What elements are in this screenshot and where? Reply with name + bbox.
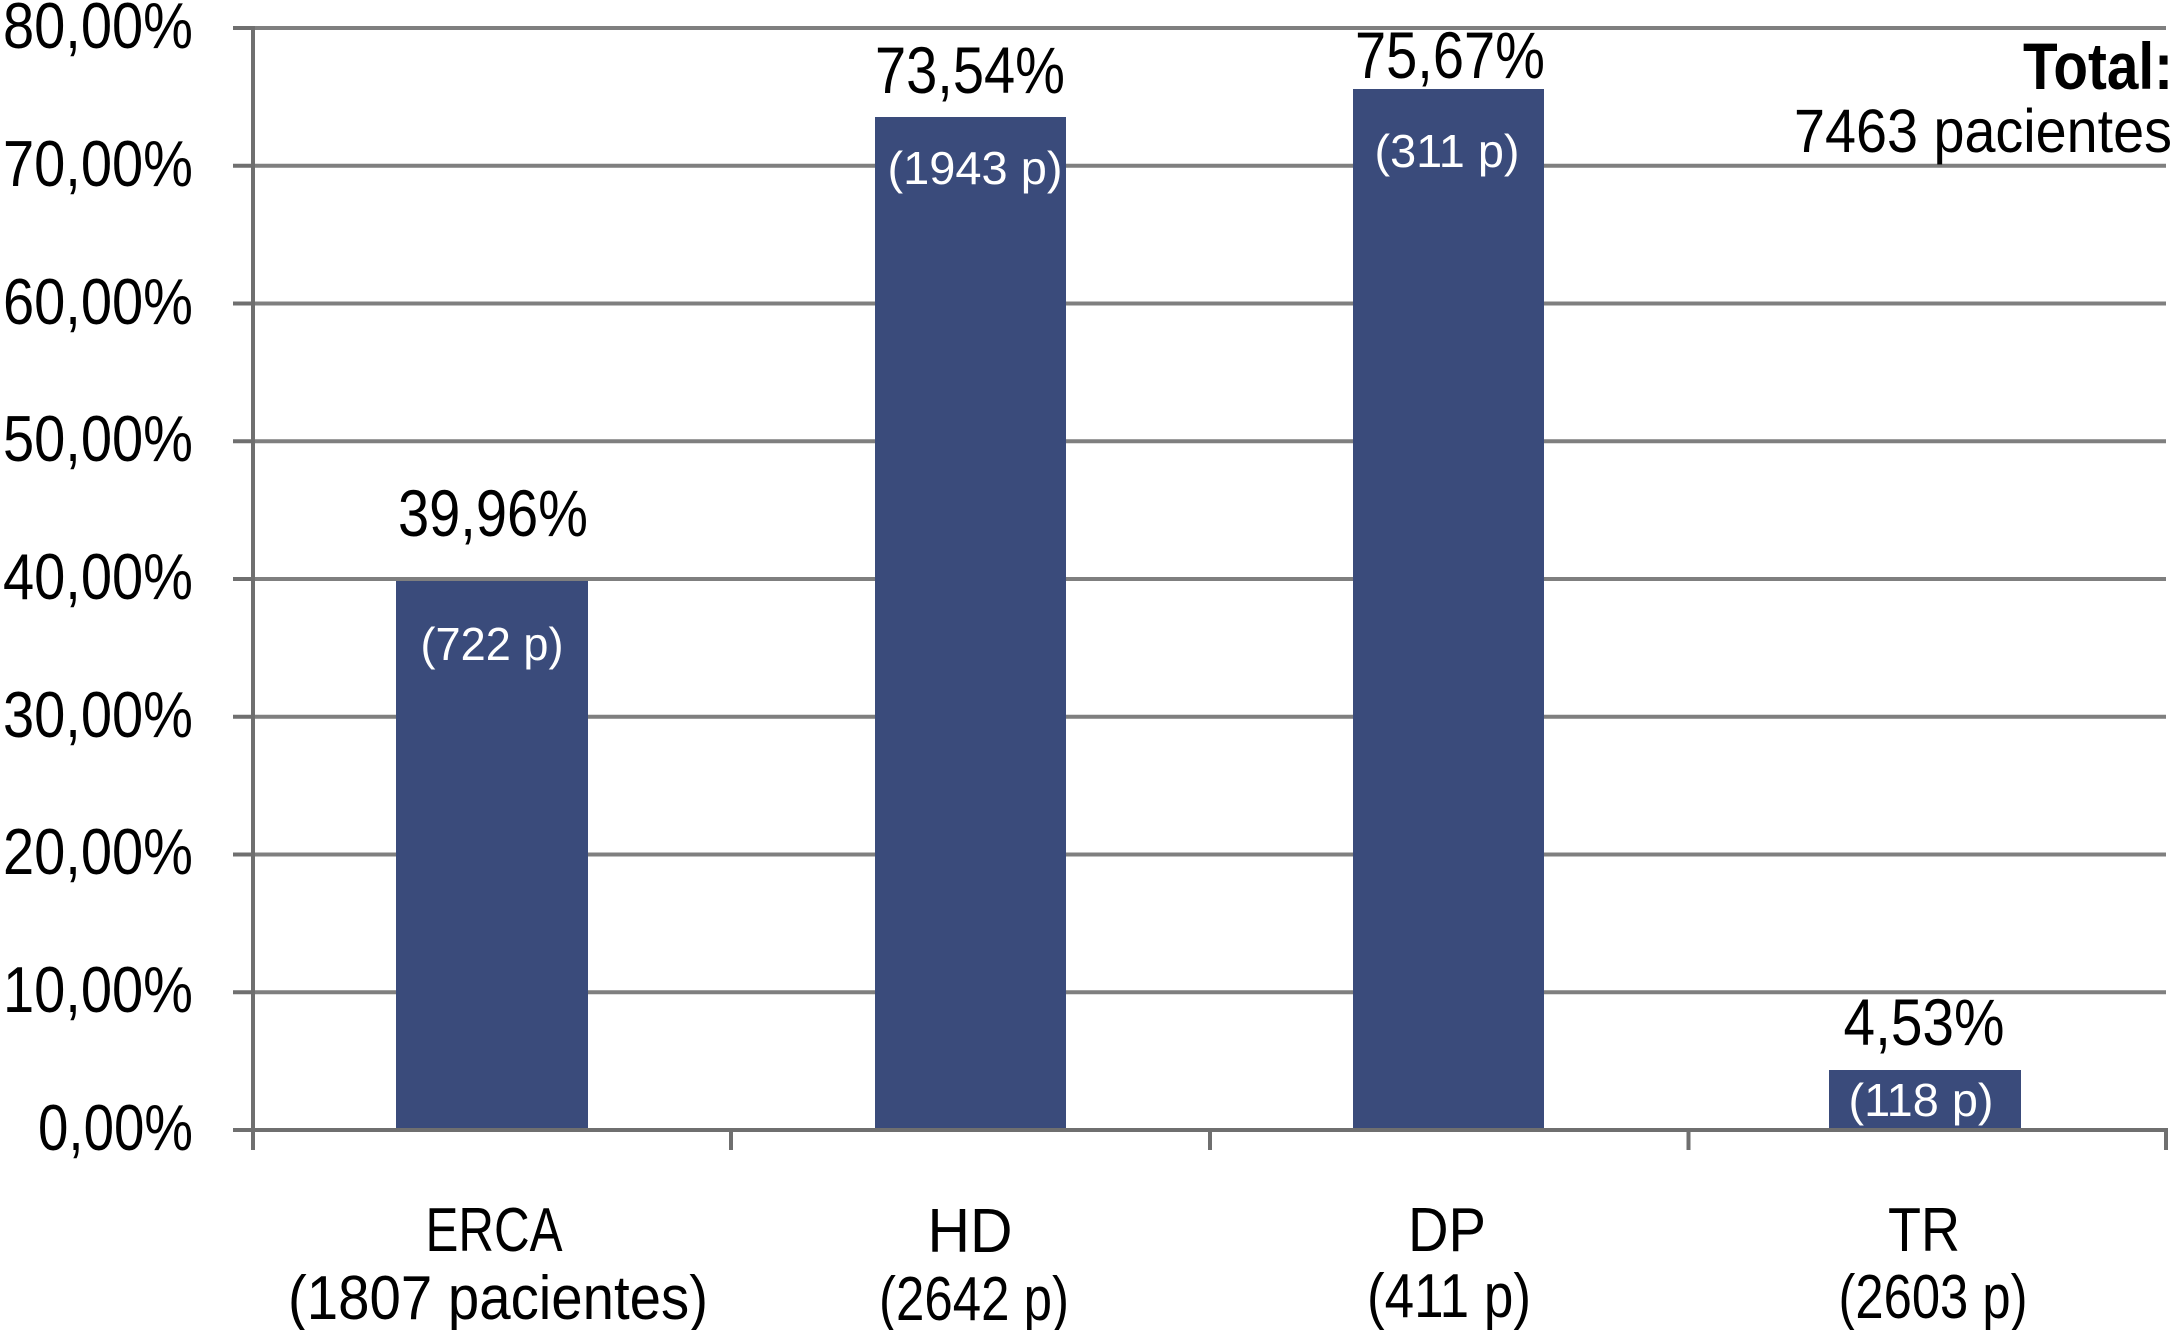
svg-text:75,67%: 75,67% — [1355, 18, 1545, 92]
svg-text:39,96%: 39,96% — [398, 476, 588, 550]
svg-text:73,54%: 73,54% — [875, 33, 1065, 107]
svg-text:0,00%: 0,00% — [38, 1091, 193, 1164]
svg-text:4,53%: 4,53% — [1844, 985, 2005, 1059]
svg-text:(411 p): (411 p) — [1367, 1262, 1531, 1330]
svg-text:TR: TR — [1888, 1196, 1960, 1265]
svg-text:40,00%: 40,00% — [3, 540, 193, 613]
svg-text:ERCA: ERCA — [426, 1196, 564, 1265]
svg-text:7463 pacientes: 7463 pacientes — [1794, 97, 2172, 165]
svg-text:30,00%: 30,00% — [3, 678, 193, 751]
svg-text:20,00%: 20,00% — [3, 815, 193, 888]
svg-text:10,00%: 10,00% — [3, 953, 193, 1026]
svg-text:(2642 p): (2642 p) — [879, 1265, 1069, 1330]
svg-text:80,00%: 80,00% — [3, 0, 193, 62]
svg-text:HD: HD — [928, 1197, 1013, 1266]
svg-text:50,00%: 50,00% — [3, 402, 193, 475]
svg-text:DP: DP — [1408, 1196, 1486, 1265]
svg-text:70,00%: 70,00% — [3, 127, 193, 200]
svg-text:(1807 pacientes): (1807 pacientes) — [288, 1264, 708, 1330]
svg-text:(2603 p): (2603 p) — [1839, 1263, 2028, 1330]
svg-text:Total:: Total: — [2023, 29, 2173, 103]
svg-text:(722 p): (722 p) — [421, 618, 564, 670]
svg-text:60,00%: 60,00% — [3, 265, 193, 338]
svg-text:(118 p): (118 p) — [1849, 1074, 1994, 1126]
svg-text:(1943 p): (1943 p) — [888, 142, 1063, 194]
svg-text:(311 p): (311 p) — [1375, 125, 1520, 177]
